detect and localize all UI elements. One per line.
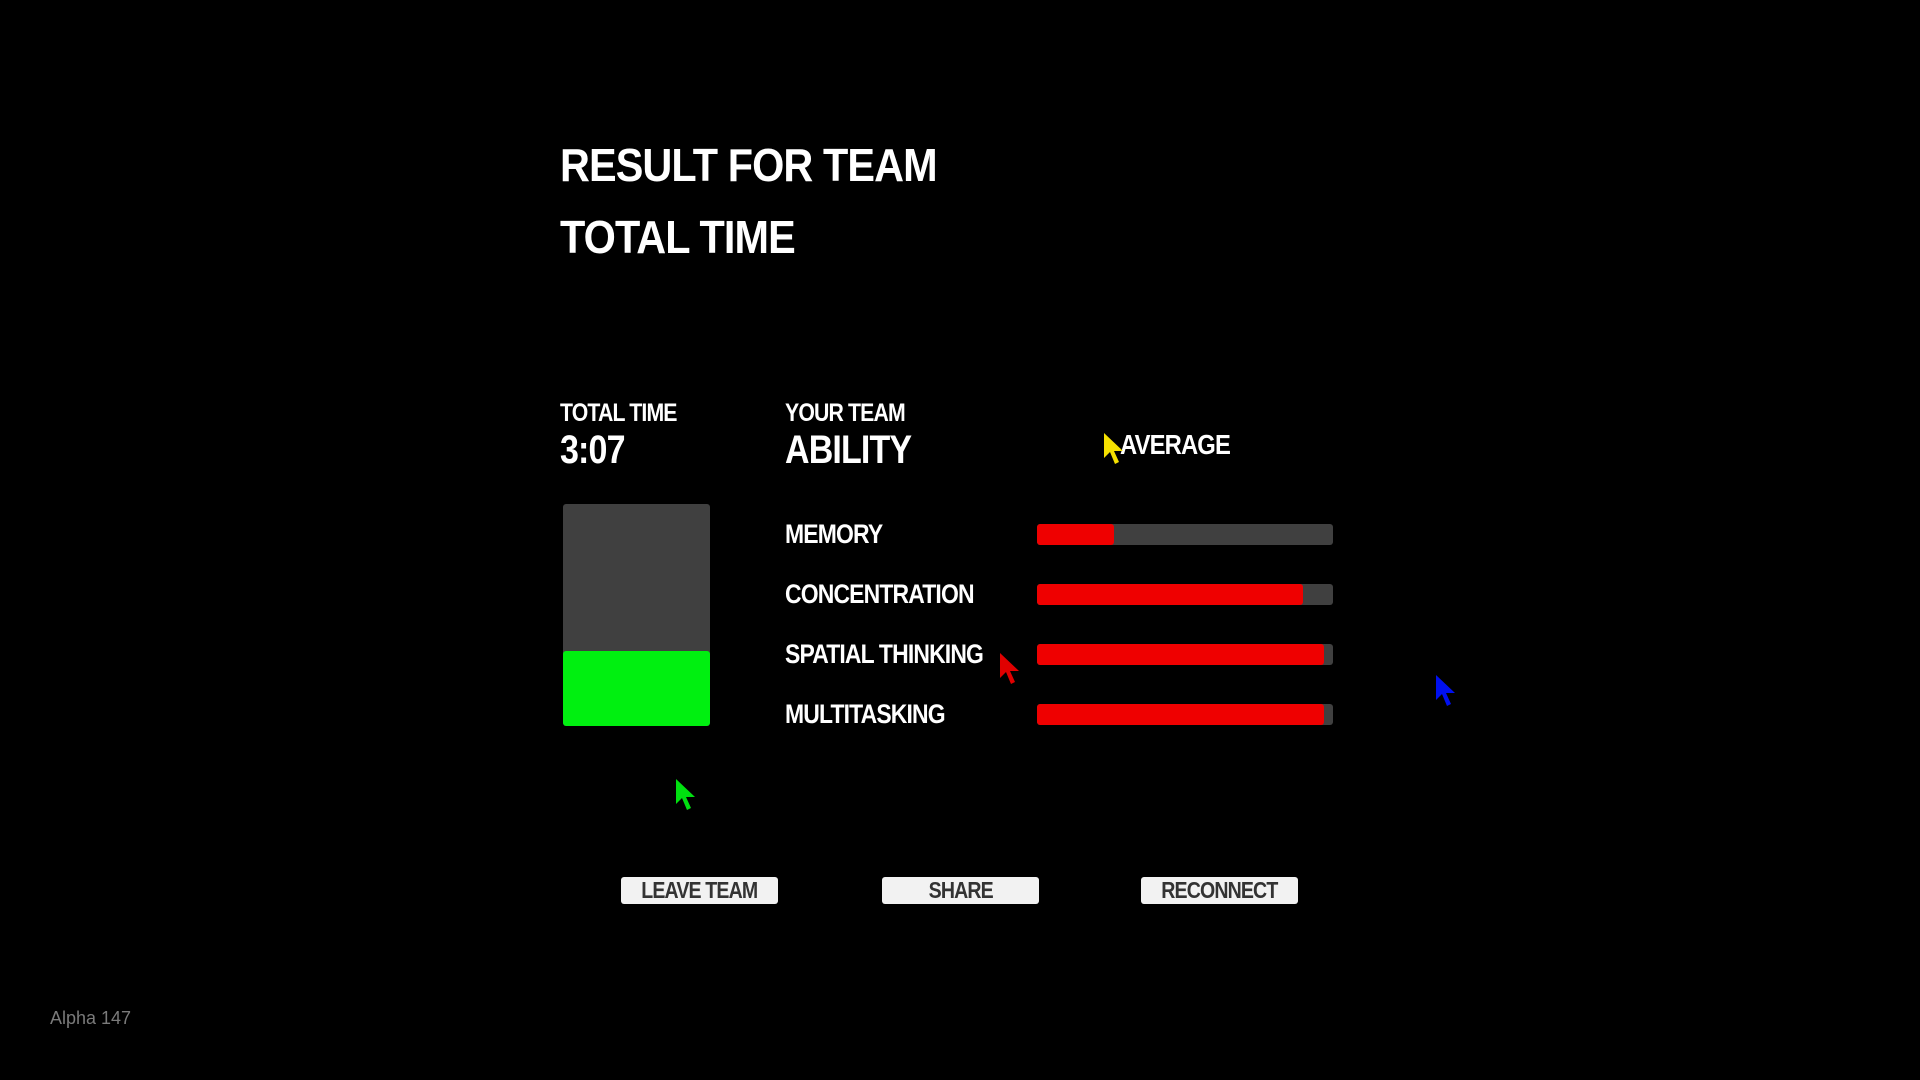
ability-label-concentration: CONCENTRATION [785,579,975,609]
total-time-label: TOTAL TIME [560,399,677,427]
ability-label-spatial-thinking: SPATIAL THINKING [785,639,984,669]
cursor-icon-red [1000,653,1019,684]
share-label: SHARE [928,877,993,903]
cursor-icon-blue [1436,675,1455,706]
reconnect-label: RECONNECT [1161,877,1278,903]
cursor-icon-green [676,779,695,810]
ability-label-multitasking: MULTITASKING [785,699,946,729]
ability-bar-fill [1037,524,1114,545]
version-label: Alpha 147 [50,1008,132,1028]
leave-team-label: LEAVE TEAM [641,877,758,903]
average-label: AVERAGE [1120,429,1231,460]
page-subtitle: TOTAL TIME [560,211,796,263]
share-button[interactable]: SHARE [882,877,1039,904]
ability-bar-concentration [1037,584,1333,605]
your-team-label: YOUR TEAM [785,399,906,427]
ability-bar-fill [1037,584,1304,605]
ability-bar-memory [1037,524,1333,545]
total-time-gauge [563,504,710,726]
ability-label-memory: MEMORY [785,519,883,549]
reconnect-button[interactable]: RECONNECT [1141,877,1298,904]
ability-label: ABILITY [785,428,912,472]
ability-bar-multitasking [1037,704,1333,725]
ability-bar-fill [1037,644,1325,665]
total-time-gauge-fill [563,650,710,726]
cursor-icon-yellow [1104,433,1123,464]
total-time-value: 3:07 [560,428,626,472]
leave-team-button[interactable]: LEAVE TEAM [621,877,778,904]
ability-bar-spatial-thinking [1037,644,1333,665]
ability-bar-fill [1037,704,1325,725]
page-title: RESULT FOR TEAM [560,139,938,191]
